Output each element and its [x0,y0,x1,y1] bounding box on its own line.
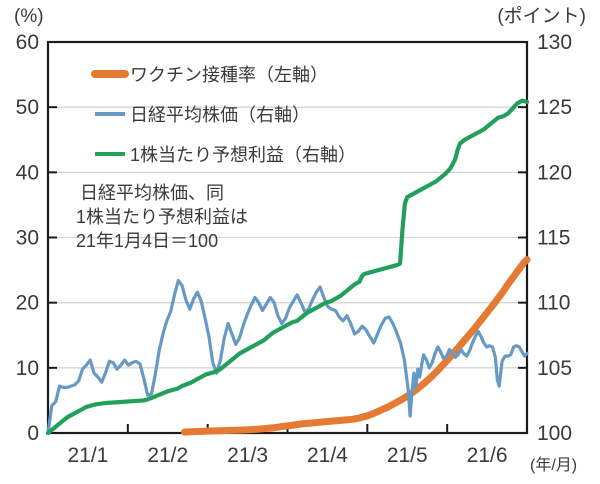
left-axis-unit-label: (%) [14,6,44,27]
right-tick-label: 110 [537,292,570,315]
chart-annotation: 日経平均株価、同 1株当たり予想利益は 21年1月4日＝100 [76,183,248,251]
chart-legend: ワクチン接種率（左軸） 日経平均株価（右軸） 1株当たり予想利益（右軸） [91,65,356,165]
right-tick-label: 130 [537,31,572,54]
right-tick-label: 120 [537,161,572,184]
right-tick-label: 105 [537,357,572,380]
right-tick-label: 125 [537,96,572,119]
x-tick-label: 21/1 [67,444,108,467]
left-tick-label: 50 [16,96,39,119]
x-tick-label: 21/3 [227,444,268,467]
legend-label-1: ワクチン接種率（左軸） [130,65,328,85]
right-axis-unit-label: (ポイント) [497,5,586,27]
left-tick-label: 60 [16,31,39,54]
plot-area-frame [46,40,529,435]
annotation-line-3: 21年1月4日＝100 [76,231,218,251]
left-tick-label: 30 [16,227,39,250]
data-series-group [45,98,531,436]
x-tick-label: 21/5 [387,444,428,467]
legend-label-2: 日経平均株価（右軸） [130,105,310,125]
series-line-3 [45,98,530,436]
x-tick-label: 21/6 [467,444,508,467]
x-axis-unit-label: (年/月) [530,456,577,474]
left-axis-ticks: 0 10 20 30 40 50 60 [16,31,57,445]
left-tick-label: 20 [16,292,39,315]
left-tick-label: 0 [27,422,39,445]
right-tick-label: 115 [537,227,570,250]
legend-label-3: 1株当たり予想利益（右軸） [130,145,356,165]
left-tick-label: 10 [16,357,39,380]
right-axis-ticks: 100 105 110 115 120 125 130 [518,31,572,445]
x-axis-ticks: 21/1 21/2 21/3 21/4 21/5 21/6 [67,424,508,467]
annotation-line-1: 日経平均株価、同 [80,183,224,203]
annotation-line-2: 1株当たり予想利益は [76,207,248,227]
x-tick-label: 21/4 [307,444,348,467]
series-line-1 [181,256,531,436]
left-tick-label: 40 [16,161,39,184]
right-tick-label: 100 [537,422,572,445]
series-line-2 [46,278,529,435]
x-tick-label: 21/2 [147,444,188,467]
